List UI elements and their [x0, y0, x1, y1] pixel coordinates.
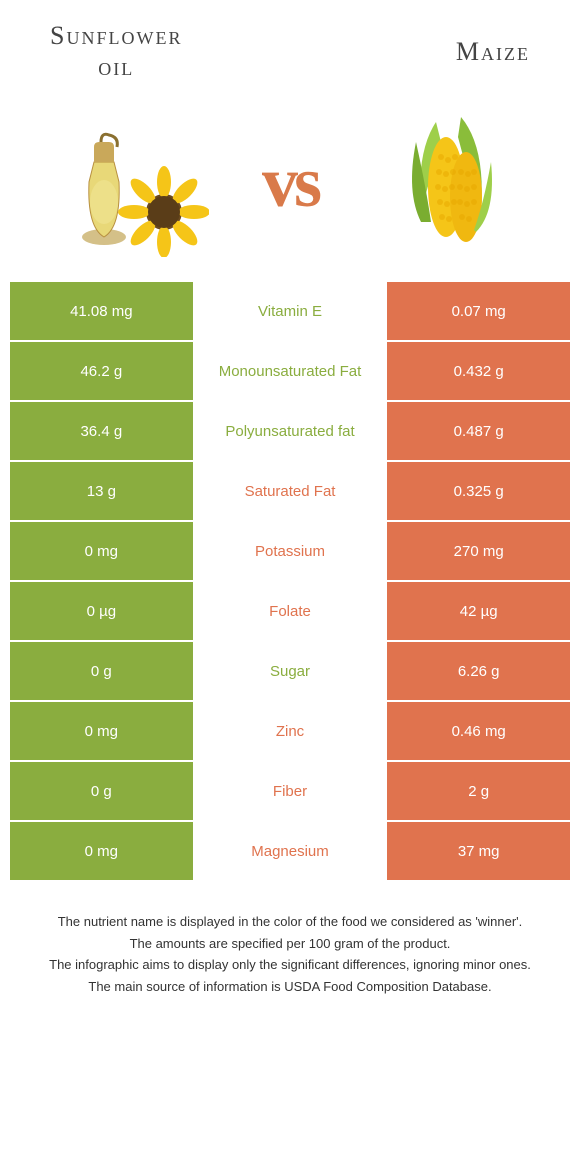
vs-label: vs — [262, 141, 318, 224]
right-value: 2 g — [387, 762, 570, 820]
comparison-table: 41.08 mgVitamin E0.07 mg46.2 gMonounsatu… — [10, 282, 570, 880]
table-row: 0 gSugar6.26 g — [10, 642, 570, 700]
nutrient-label: Potassium — [193, 522, 388, 580]
footer-line-3: The infographic aims to display only the… — [30, 955, 550, 975]
title-right: Maize — [456, 36, 530, 67]
footer: The nutrient name is displayed in the co… — [0, 882, 580, 996]
nutrient-label: Vitamin E — [193, 282, 388, 340]
right-value: 6.26 g — [387, 642, 570, 700]
nutrient-label: Magnesium — [193, 822, 388, 880]
footer-line-2: The amounts are specified per 100 gram o… — [30, 934, 550, 954]
left-value: 0 µg — [10, 582, 193, 640]
table-row: 0 mgZinc0.46 mg — [10, 702, 570, 760]
nutrient-label: Folate — [193, 582, 388, 640]
title-left-line1: Sunflower — [50, 21, 182, 50]
table-row: 41.08 mgVitamin E0.07 mg — [10, 282, 570, 340]
header: Sunflower oil Maize — [0, 0, 580, 92]
left-value: 36.4 g — [10, 402, 193, 460]
table-row: 46.2 gMonounsaturated Fat0.432 g — [10, 342, 570, 400]
left-value: 13 g — [10, 462, 193, 520]
title-left-line2: oil — [98, 52, 134, 81]
table-row: 0 gFiber2 g — [10, 762, 570, 820]
right-value: 0.432 g — [387, 342, 570, 400]
footer-line-1: The nutrient name is displayed in the co… — [30, 912, 550, 932]
table-row: 13 gSaturated Fat0.325 g — [10, 462, 570, 520]
left-value: 0 g — [10, 762, 193, 820]
images-row: vs — [0, 92, 580, 282]
left-value: 0 g — [10, 642, 193, 700]
right-value: 42 µg — [387, 582, 570, 640]
nutrient-label: Monounsaturated Fat — [193, 342, 388, 400]
right-value: 37 mg — [387, 822, 570, 880]
left-value: 0 mg — [10, 822, 193, 880]
table-row: 0 mgPotassium270 mg — [10, 522, 570, 580]
nutrient-label: Polyunsaturated fat — [193, 402, 388, 460]
nutrient-label: Sugar — [193, 642, 388, 700]
table-row: 0 µgFolate42 µg — [10, 582, 570, 640]
maize-image — [366, 102, 526, 262]
table-row: 0 mgMagnesium37 mg — [10, 822, 570, 880]
right-value: 270 mg — [387, 522, 570, 580]
sunflower-oil-image — [54, 102, 214, 262]
left-value: 41.08 mg — [10, 282, 193, 340]
nutrient-label: Saturated Fat — [193, 462, 388, 520]
footer-line-4: The main source of information is USDA F… — [30, 977, 550, 997]
nutrient-label: Zinc — [193, 702, 388, 760]
right-value: 0.487 g — [387, 402, 570, 460]
nutrient-label: Fiber — [193, 762, 388, 820]
left-value: 0 mg — [10, 522, 193, 580]
right-value: 0.325 g — [387, 462, 570, 520]
table-row: 36.4 gPolyunsaturated fat0.487 g — [10, 402, 570, 460]
left-value: 46.2 g — [10, 342, 193, 400]
right-value: 0.46 mg — [387, 702, 570, 760]
left-value: 0 mg — [10, 702, 193, 760]
right-value: 0.07 mg — [387, 282, 570, 340]
title-left: Sunflower oil — [50, 20, 182, 82]
